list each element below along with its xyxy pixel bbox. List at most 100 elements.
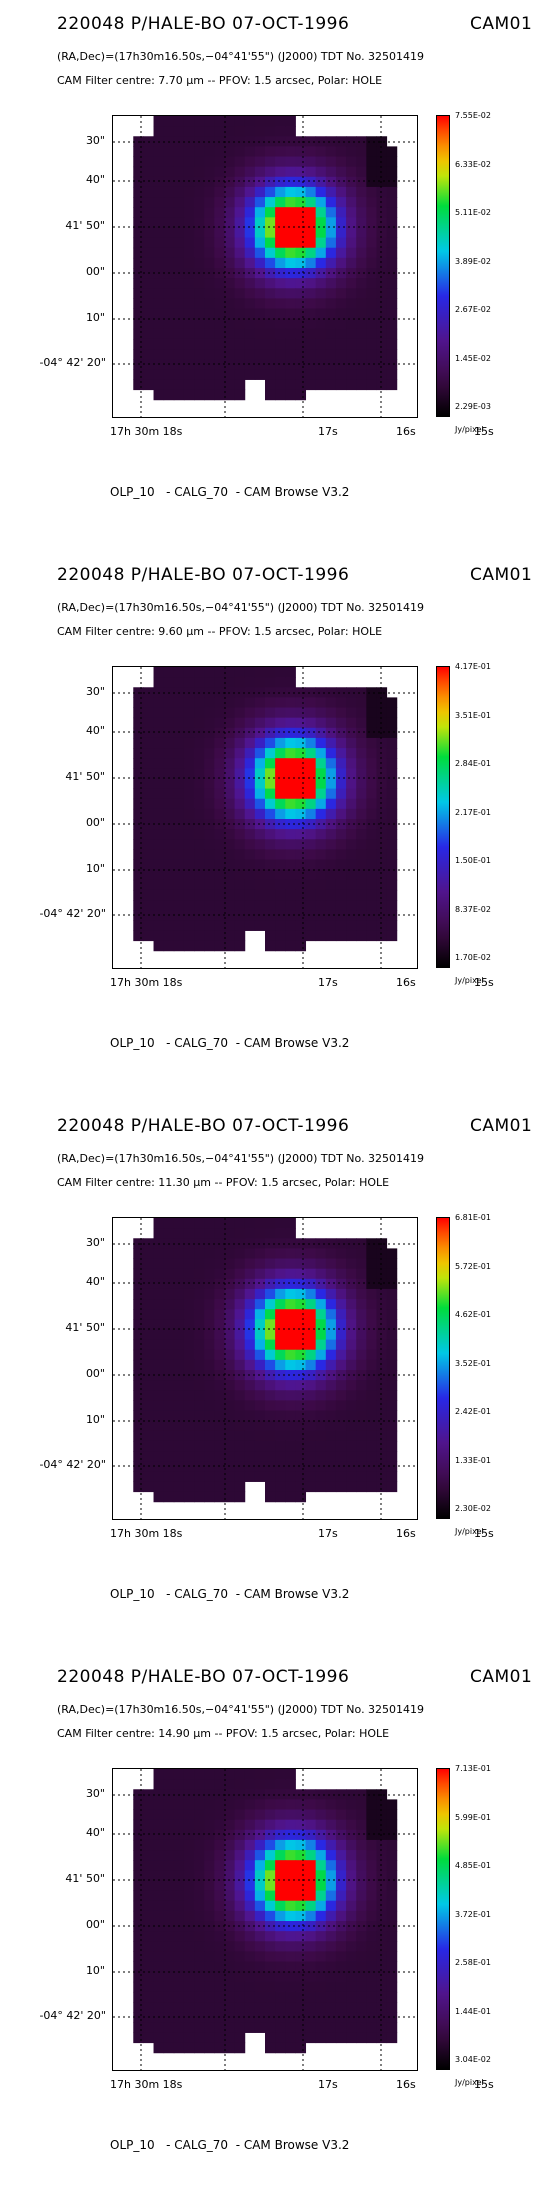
dec-tick-label: 10" <box>85 311 105 324</box>
image-pixel <box>173 768 185 779</box>
image-pixel <box>143 1839 155 1851</box>
colorbar-label: 1.70E-02 <box>455 953 491 962</box>
image-pixel <box>386 717 398 729</box>
image-pixel <box>163 717 175 729</box>
image-pixel <box>194 308 205 320</box>
image-pixel <box>325 1400 337 1412</box>
image-pixel <box>204 798 215 810</box>
image-pixel <box>244 1961 256 1973</box>
image-pixel <box>133 1971 144 1983</box>
image-pixel <box>356 1890 367 1902</box>
image-pixel <box>224 1481 236 1493</box>
image-pixel <box>163 1430 175 1442</box>
image-pixel <box>285 328 296 340</box>
image-pixel <box>133 1481 144 1493</box>
image-pixel <box>133 1829 144 1841</box>
image-pixel <box>366 1900 377 1912</box>
image-pixel <box>346 1839 357 1851</box>
dec-tick-label: 30" <box>85 1236 105 1249</box>
image-pixel <box>325 1440 337 1452</box>
image-pixel <box>356 257 367 269</box>
image-pixel <box>194 247 205 259</box>
image-pixel <box>265 2042 276 2054</box>
image-pixel <box>143 328 155 340</box>
image-pixel <box>183 2042 195 2054</box>
image-pixel <box>366 1430 377 1442</box>
image-pixel <box>163 1380 175 1391</box>
image-pixel <box>346 308 357 320</box>
image-pixel <box>315 2022 327 2033</box>
image-pixel <box>244 677 256 688</box>
image-pixel <box>254 687 266 698</box>
image-pixel <box>133 1890 144 1902</box>
colorbar-label: 1.50E-01 <box>455 856 491 865</box>
image-pixel <box>173 1430 185 1442</box>
image-pixel <box>366 338 377 350</box>
image-pixel <box>224 1991 236 2003</box>
image-pixel <box>133 1799 144 1811</box>
image-pixel <box>275 146 286 158</box>
image-pixel <box>335 369 347 380</box>
image-pixel <box>133 1850 144 1861</box>
image-pixel <box>325 318 337 330</box>
image-pixel <box>143 1278 155 1290</box>
image-pixel <box>244 879 256 891</box>
image-pixel <box>194 1380 205 1391</box>
image-pixel <box>305 1420 317 1432</box>
image-pixel <box>265 1880 276 1892</box>
image-panel: 220048 P/HALE-BO 07-OCT-1996 CAM01 (RA,Dec… <box>0 1102 551 1653</box>
image-pixel <box>315 829 327 840</box>
image-pixel <box>366 1860 377 1871</box>
image-pixel <box>163 1258 175 1270</box>
image-pixel <box>285 1288 296 1300</box>
image-pixel <box>204 849 215 861</box>
image-pixel <box>194 1349 205 1361</box>
image-pixel <box>173 930 185 942</box>
image-pixel <box>183 1971 195 1983</box>
image-pixel <box>254 1779 266 1790</box>
image-pixel <box>244 1268 256 1280</box>
colorbar-label: 3.51E-01 <box>455 710 491 720</box>
image-pixel <box>204 379 215 391</box>
image-pixel <box>295 1799 307 1811</box>
colorbar-label: 2.67E-02 <box>455 305 491 314</box>
image-pixel <box>305 910 317 921</box>
image-pixel <box>224 930 236 942</box>
image-pixel <box>143 237 155 249</box>
image-pixel <box>173 900 185 911</box>
image-pixel <box>234 1461 246 1472</box>
image-pixel <box>173 2032 185 2044</box>
image-pixel <box>143 798 155 810</box>
image-pixel <box>254 1789 266 1800</box>
image-pixel <box>163 737 175 749</box>
image-pixel <box>234 1961 246 1973</box>
image-pixel <box>214 338 225 350</box>
image-pixel <box>204 940 215 952</box>
image-pixel <box>224 1971 236 1983</box>
image-pixel <box>133 1809 144 1821</box>
image-pixel <box>265 1288 276 1300</box>
image-pixel <box>153 1228 165 1239</box>
image-pixel <box>254 349 266 360</box>
image-pixel <box>204 1329 215 1341</box>
image-pixel <box>234 1400 246 1412</box>
image-pixel <box>285 758 296 769</box>
image-panel: 220048 P/HALE-BO 07-OCT-1996 CAM01 (RA,Dec… <box>0 0 551 551</box>
image-pixel <box>376 1349 388 1361</box>
image-pixel <box>325 1339 337 1351</box>
image-pixel <box>194 227 205 239</box>
image-pixel <box>214 1218 225 1229</box>
image-pixel <box>376 318 388 330</box>
dec-tick-label: 10" <box>85 862 105 875</box>
image-pixel <box>315 819 327 830</box>
image-pixel <box>163 1829 175 1841</box>
image-pixel <box>153 1278 165 1290</box>
colorbar-label: 7.55E-02 <box>455 111 491 120</box>
image-pixel <box>214 1931 225 1942</box>
image-pixel <box>133 247 144 259</box>
colorbar-label: 8.37E-02 <box>455 904 491 914</box>
image-pixel <box>346 1238 357 1249</box>
image-pixel <box>285 667 296 678</box>
image-pixel <box>234 359 246 370</box>
image-pixel <box>275 1420 286 1432</box>
